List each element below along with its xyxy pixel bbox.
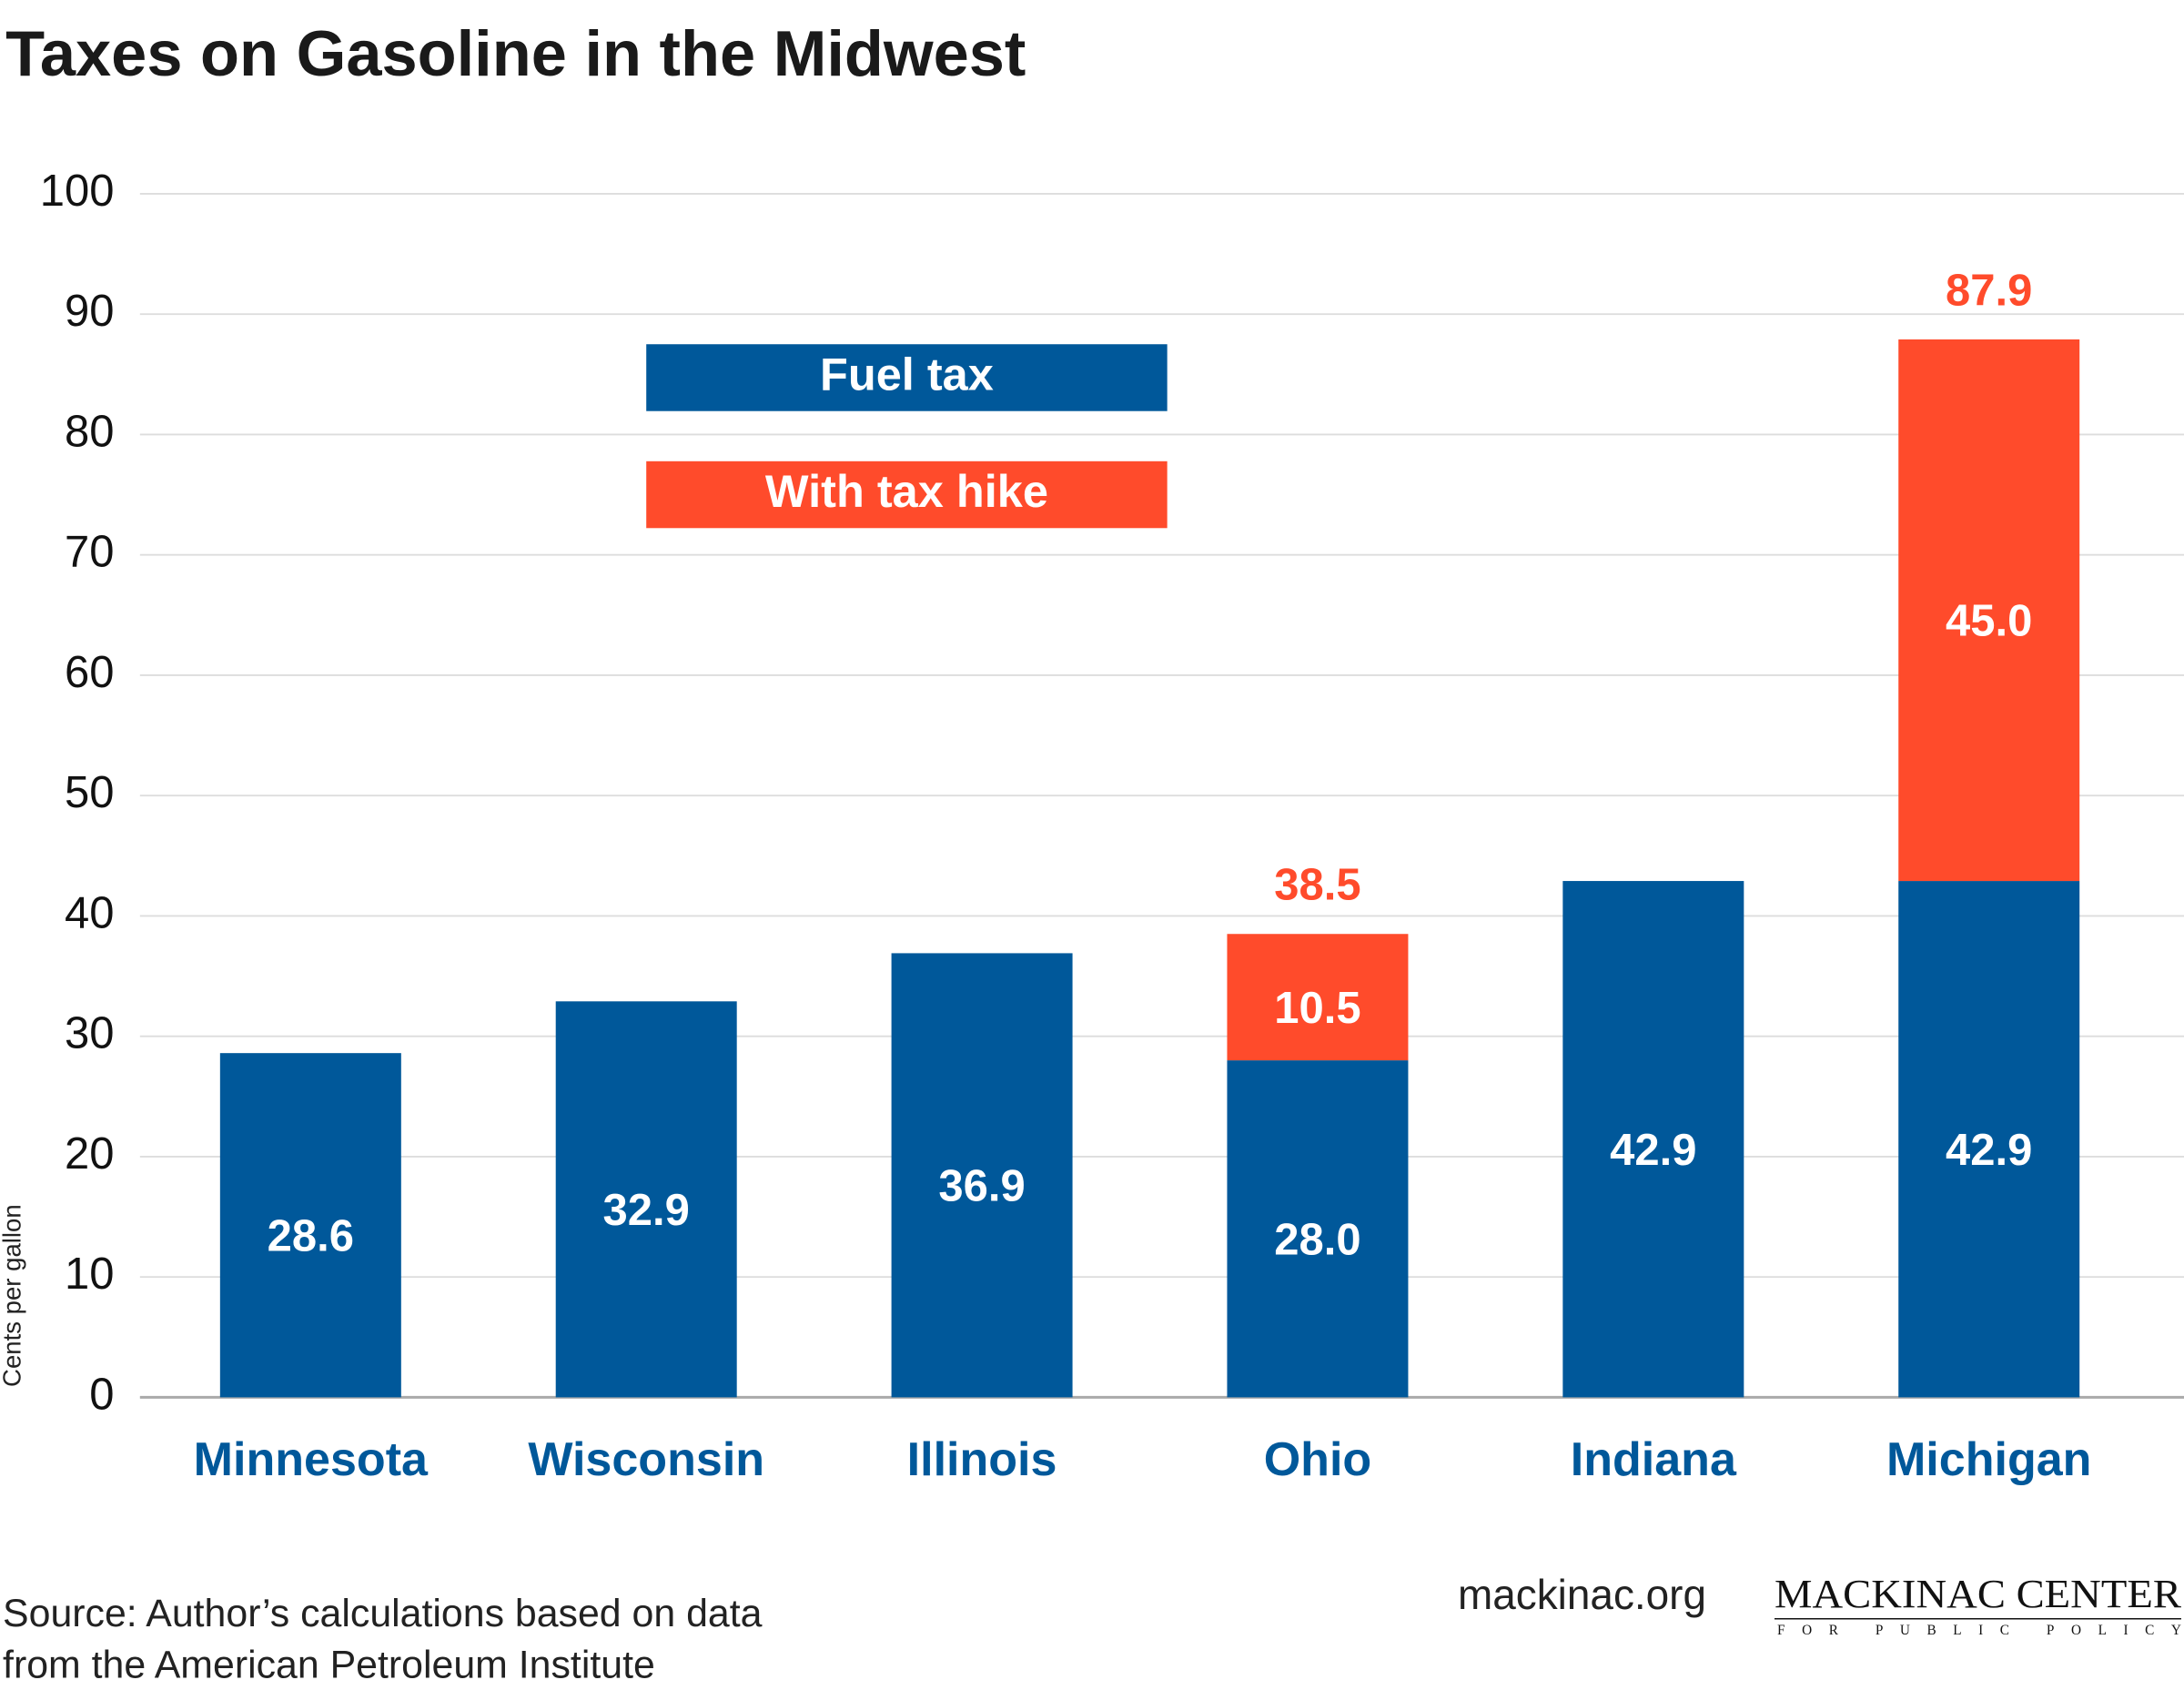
- y-tick-label: 30: [65, 1009, 114, 1058]
- bar-segment: [1898, 881, 2080, 1398]
- bar-segment: [1898, 339, 2080, 882]
- y-tick-label: 10: [65, 1250, 114, 1299]
- total-label: 38.5: [1274, 861, 1360, 910]
- value-label: 32.9: [603, 1186, 690, 1235]
- chart-title: Taxes on Gasoline in the Midwest: [5, 17, 1026, 89]
- legend-label: Fuel tax: [820, 348, 994, 400]
- total-label: 87.9: [1946, 266, 2032, 315]
- y-tick-label: 100: [40, 167, 115, 216]
- y-tick-label: 60: [65, 648, 114, 697]
- logo: MACKINAC CENTER: [1774, 1571, 2181, 1616]
- value-label: 42.9: [1610, 1126, 1696, 1175]
- x-tick-label: Ohio: [1264, 1433, 1372, 1486]
- y-tick-label: 70: [65, 528, 114, 577]
- value-label: 36.9: [938, 1162, 1025, 1211]
- bar-segment: [219, 1053, 401, 1398]
- bar-segment: [555, 1001, 737, 1398]
- source-line: from the American Petroleum Institute: [3, 1644, 655, 1687]
- y-tick-label: 20: [65, 1129, 114, 1179]
- bar-segment: [1227, 934, 1409, 1061]
- bar-segment: [891, 953, 1073, 1398]
- value-label: 28.0: [1274, 1215, 1360, 1264]
- y-tick-label: 80: [65, 407, 114, 456]
- value-label: 42.9: [1946, 1126, 2032, 1175]
- x-tick-label: Michigan: [1886, 1433, 2091, 1486]
- legend-swatch: [646, 344, 1168, 411]
- website: mackinac.org: [1458, 1571, 1706, 1618]
- y-tick-label: 90: [65, 287, 114, 336]
- bar-segment: [1562, 881, 1744, 1398]
- source-line: Source: Author’s calculations based on d…: [3, 1592, 763, 1635]
- x-tick-label: Indiana: [1571, 1433, 1737, 1486]
- logo-tagline: FOR PUBLIC POLICY: [1777, 1623, 2181, 1638]
- y-tick-label: 40: [65, 888, 114, 937]
- x-tick-label: Minnesota: [194, 1433, 429, 1486]
- y-tick-label: 50: [65, 768, 114, 817]
- x-tick-label: Illinois: [907, 1433, 1057, 1486]
- value-label: 10.5: [1274, 984, 1360, 1033]
- bar-segment: [1227, 1060, 1409, 1398]
- y-tick-label: 0: [89, 1370, 114, 1419]
- value-label: 28.6: [268, 1212, 354, 1261]
- x-tick-label: Wisconsin: [528, 1433, 764, 1486]
- value-label: 45.0: [1946, 597, 2032, 646]
- y-axis-label: Cents per gallon: [0, 1204, 26, 1387]
- legend-swatch: [646, 460, 1168, 529]
- legend-label: With tax hike: [765, 465, 1048, 517]
